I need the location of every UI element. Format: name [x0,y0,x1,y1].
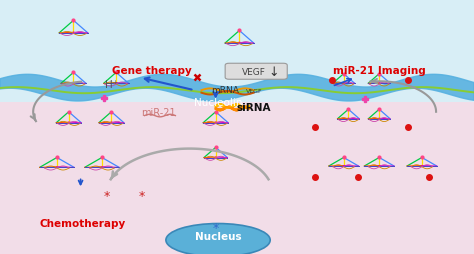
Ellipse shape [166,224,270,254]
Text: *: * [103,190,110,203]
Text: *: * [139,190,146,203]
Text: ↓: ↓ [269,66,279,79]
Text: mRNA: mRNA [211,86,239,95]
Text: *: * [212,222,219,235]
Text: Nucleolin: Nucleolin [194,98,242,108]
Bar [0,0,474,114]
Text: miR-21: miR-21 [141,108,176,118]
Text: Chemotherapy: Chemotherapy [40,218,126,229]
Text: VEGF: VEGF [242,68,265,77]
Text: VEGF: VEGF [246,89,262,94]
Text: Nucleus: Nucleus [195,232,241,243]
Text: H⁺: H⁺ [105,80,118,90]
Text: siRNA: siRNA [237,103,271,113]
FancyBboxPatch shape [225,63,287,79]
Text: miR-21 Imaging: miR-21 Imaging [333,66,426,76]
Text: Gene therapy: Gene therapy [112,66,191,76]
Bar [0,102,474,254]
